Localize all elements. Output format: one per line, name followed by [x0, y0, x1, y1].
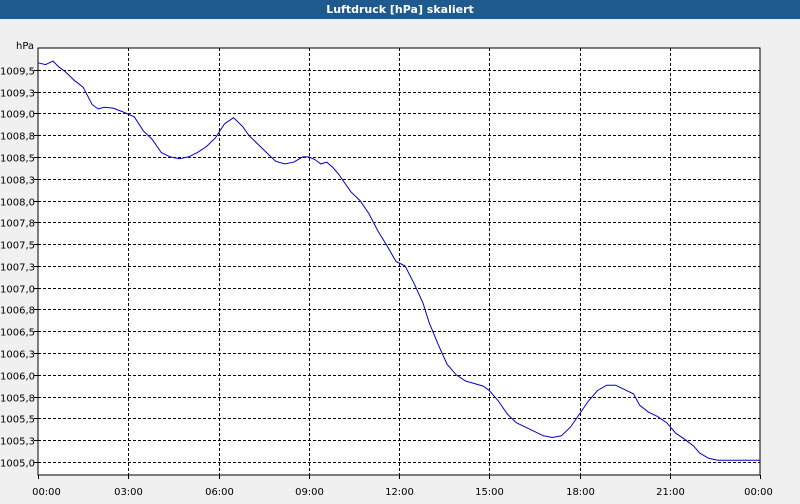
x-tick-time: 15:00 [475, 487, 504, 498]
x-axis-ticks: 00:0019.04.1803:0019.04.1806:0019.04.180… [32, 475, 773, 498]
x-tick-time: 12:00 [385, 487, 414, 498]
y-tick-label: 1008,5 [0, 154, 35, 165]
y-tick-label: 1007,8 [0, 219, 35, 230]
y-tick-label: 1009,3 [0, 89, 35, 100]
chart-area: 1009,5 1009,3 1009,0 1008,8 1008,5 1008,3 1008… [0, 19, 800, 500]
x-tick-time: 00:00 [32, 487, 61, 498]
y-tick-label: 1005,5 [0, 415, 35, 426]
x-tick-time: 21:00 [656, 487, 685, 498]
y-axis-ticks: 1009,5 1009,3 1009,0 1008,8 1008,5 1008,3 1008… [0, 67, 38, 470]
y-tick-label: 1006,0 [0, 372, 35, 383]
pressure-chart: 1009,5 1009,3 1009,0 1008,8 1008,5 1008,3 1008… [0, 41, 773, 498]
x-tick-time: 06:00 [205, 487, 234, 498]
y-tick-label: 1009,0 [0, 110, 35, 121]
x-tick-time: 09:00 [295, 487, 324, 498]
x-tick-time: 18:00 [566, 487, 595, 498]
y-tick-label: 1008,3 [0, 176, 35, 187]
y-tick-label: 1005,8 [0, 394, 35, 405]
y-tick-label: 1008,8 [0, 132, 35, 143]
series-group [37, 60, 760, 461]
y-tick-label: 1006,3 [0, 350, 35, 361]
y-tick-label: 1007,3 [0, 263, 35, 274]
x-tick-time: 03:00 [114, 487, 143, 498]
y-tick-label: 1009,5 [0, 67, 35, 78]
series-line [37, 60, 760, 461]
y-tick-label: 1006,8 [0, 306, 35, 317]
y-axis-label: hPa [16, 41, 34, 52]
y-tick-label: 1005,3 [0, 437, 35, 448]
y-tick-label: 1007,5 [0, 241, 35, 252]
y-tick-label: 1006,5 [0, 328, 35, 339]
chart-title: Luftdruck [hPa] skaliert [0, 0, 800, 19]
x-tick-time: 00:00 [744, 487, 773, 498]
y-tick-label: 1008,0 [0, 198, 35, 209]
y-tick-label: 1007,0 [0, 285, 35, 296]
y-tick-label: 1005,0 [0, 459, 35, 470]
grid-lines [38, 48, 760, 475]
